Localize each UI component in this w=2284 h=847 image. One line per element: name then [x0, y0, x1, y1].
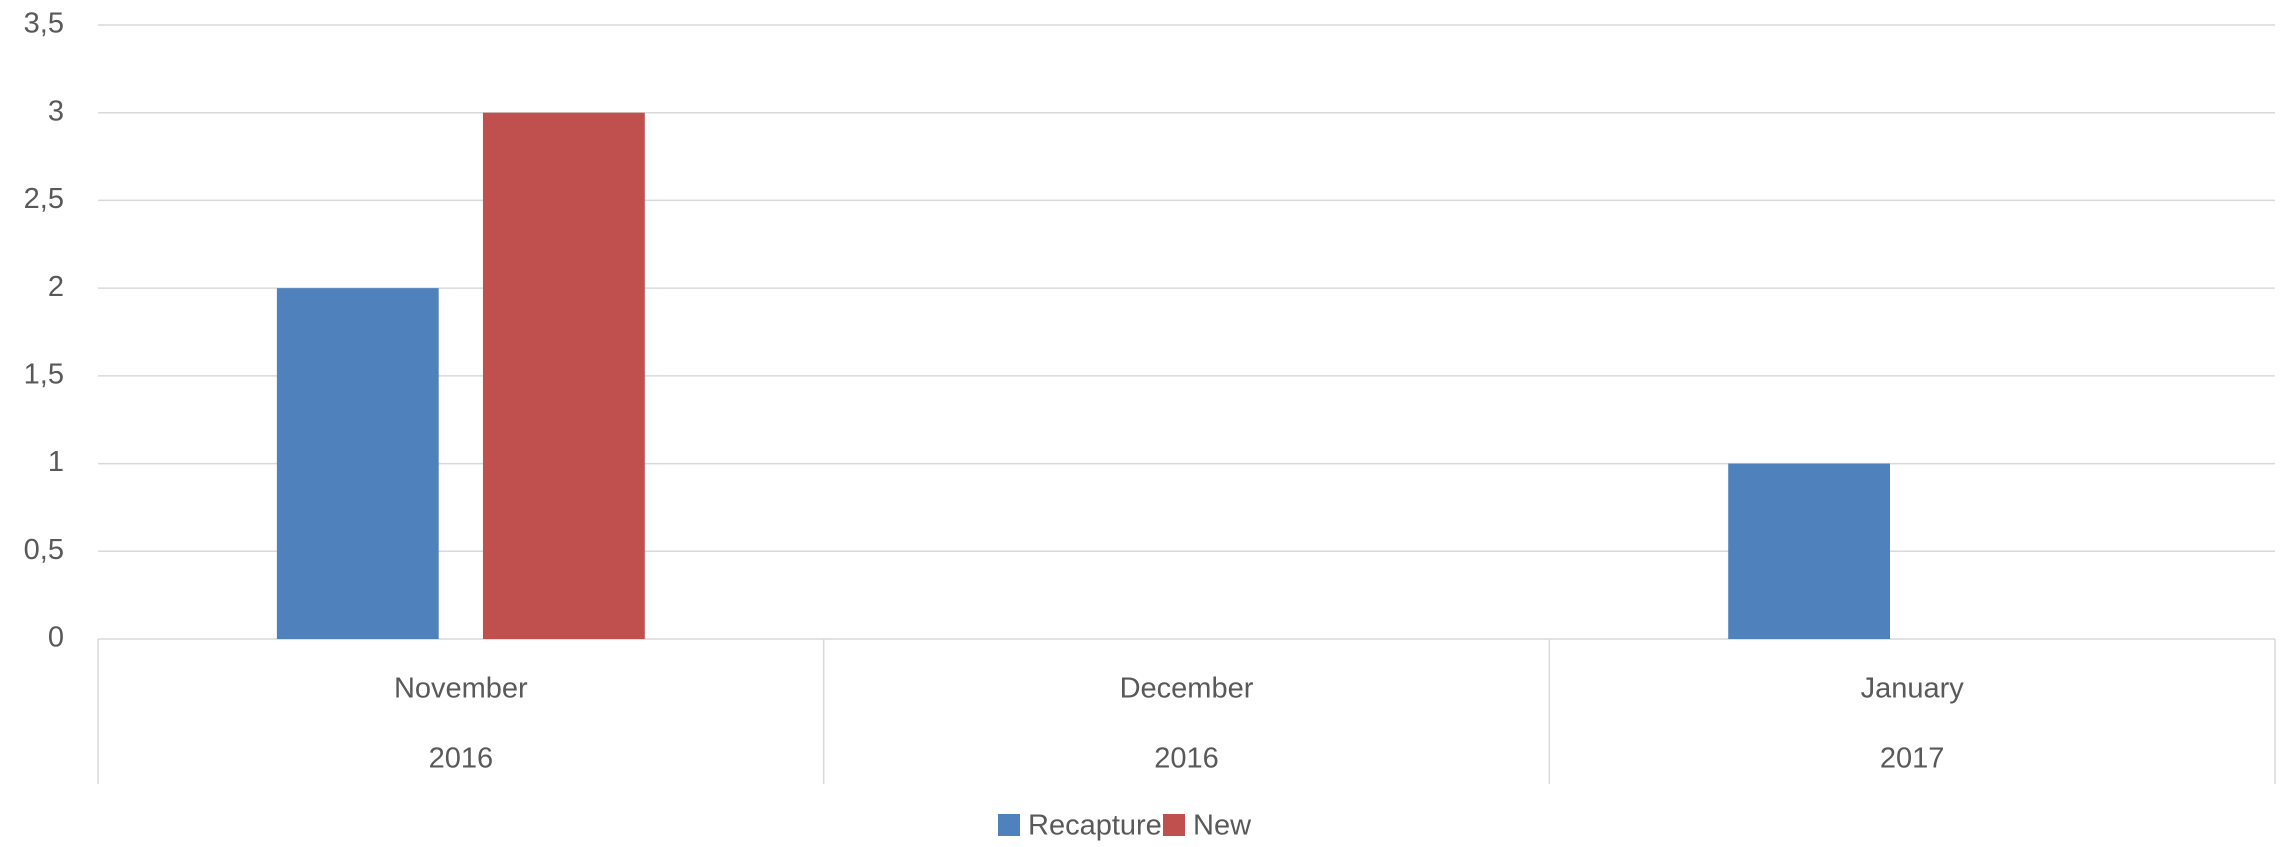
x-tick-year: 2016 — [1154, 743, 1219, 775]
y-tick-label: 3 — [48, 95, 64, 127]
y-tick-label: 2 — [48, 271, 64, 303]
x-tick-year: 2017 — [1880, 743, 1945, 775]
x-tick-label: January — [1861, 673, 1965, 705]
bar — [482, 112, 645, 639]
y-tick-label: 3,5 — [24, 8, 64, 40]
y-tick-label: 1 — [48, 446, 64, 478]
bar — [1728, 463, 1891, 639]
x-tick-label: December — [1120, 673, 1254, 705]
y-tick-label: 1,5 — [24, 359, 64, 391]
legend-label: New — [1193, 810, 1252, 842]
legend-swatch — [1163, 814, 1185, 836]
legend-label: Recapture — [1028, 810, 1162, 842]
y-tick-label: 2,5 — [24, 183, 64, 215]
x-tick-label: November — [394, 673, 528, 705]
bar — [276, 288, 439, 639]
y-tick-label: 0,5 — [24, 534, 64, 566]
x-tick-year: 2016 — [429, 743, 494, 775]
legend-swatch — [998, 814, 1020, 836]
y-tick-label: 0 — [48, 622, 64, 654]
